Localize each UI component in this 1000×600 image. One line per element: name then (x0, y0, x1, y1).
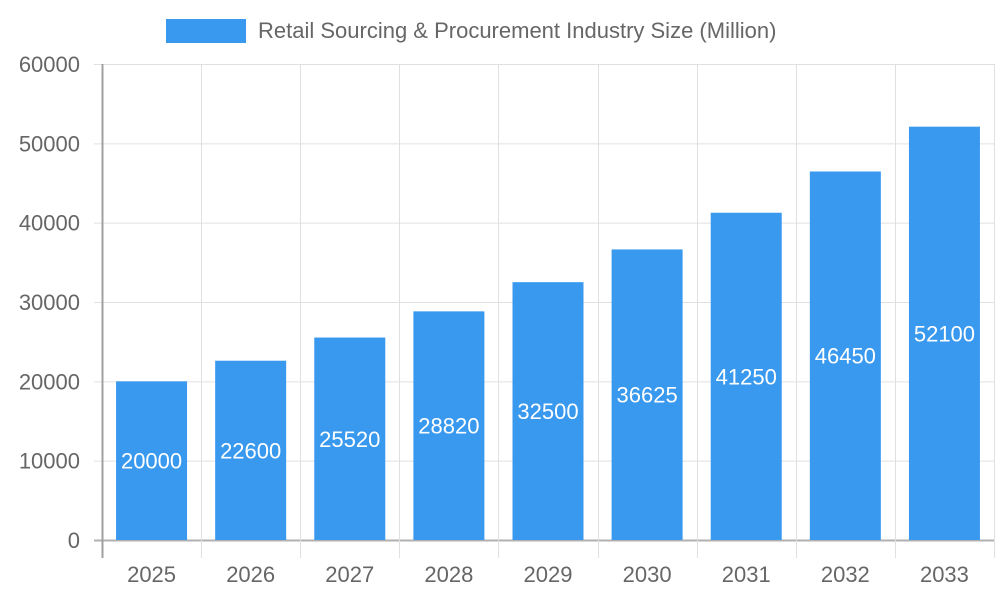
y-tick-label: 0 (68, 528, 80, 553)
y-tick-label: 30000 (19, 290, 80, 315)
bar-value-label: 28820 (418, 414, 479, 439)
x-tick-label: 2031 (722, 562, 771, 587)
x-tick-label: 2030 (623, 562, 672, 587)
bar-2027[interactable] (314, 337, 386, 540)
bar-2031[interactable] (710, 212, 782, 540)
bar-value-label: 22600 (220, 438, 281, 463)
x-tick-label: 2032 (821, 562, 870, 587)
bar-value-label: 25520 (319, 427, 380, 452)
bar-2026[interactable] (215, 360, 287, 540)
y-tick-label: 50000 (19, 131, 80, 156)
bar-value-label: 36625 (617, 383, 678, 408)
bar-2029[interactable] (512, 282, 584, 540)
bar-value-label: 46450 (815, 344, 876, 369)
bar-value-label: 41250 (716, 364, 777, 389)
bar-2033[interactable] (908, 126, 980, 540)
x-tick-label: 2033 (920, 562, 969, 587)
bar-2030[interactable] (611, 249, 683, 541)
x-tick-label: 2027 (325, 562, 374, 587)
bar-value-label: 20000 (121, 449, 182, 474)
y-tick-label: 40000 (19, 211, 80, 236)
x-tick-label: 2028 (424, 562, 473, 587)
x-tick-label: 2029 (524, 562, 573, 587)
y-tick-label: 20000 (19, 369, 80, 394)
bar-2032[interactable] (809, 171, 881, 540)
y-tick-label: 60000 (19, 52, 80, 77)
y-tick-label: 10000 (19, 449, 80, 474)
bar-value-label: 52100 (914, 321, 975, 346)
legend-label: Retail Sourcing & Procurement Industry S… (258, 18, 777, 43)
bar-2028[interactable] (413, 311, 485, 540)
x-tick-label: 2026 (226, 562, 275, 587)
x-tick-label: 2025 (127, 562, 176, 587)
legend[interactable]: Retail Sourcing & Procurement Industry S… (166, 18, 776, 44)
legend-swatch (166, 19, 246, 43)
bar-value-label: 32500 (517, 399, 578, 424)
bar-2025[interactable] (116, 381, 188, 540)
